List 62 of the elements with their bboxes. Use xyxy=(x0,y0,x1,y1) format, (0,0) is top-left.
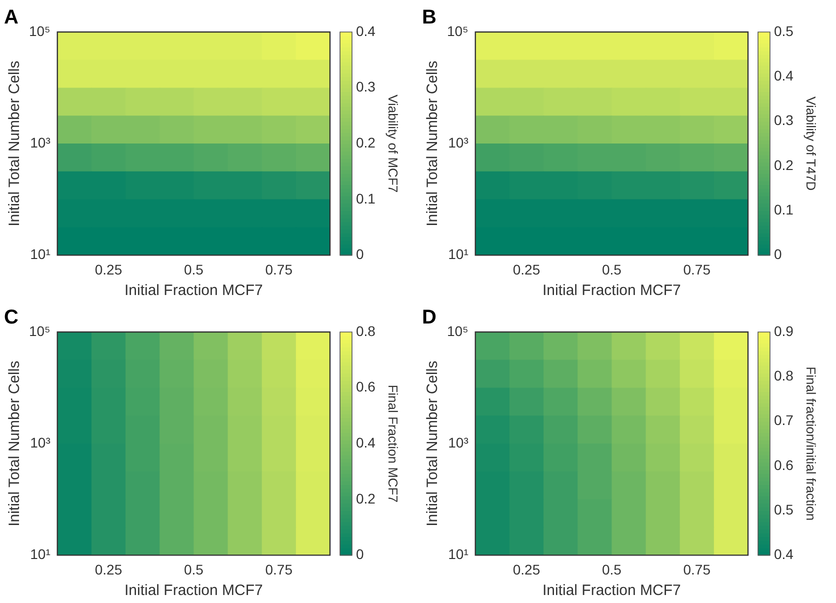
color-bar-label: 0.8 xyxy=(356,322,376,339)
color-bar-label: 0.6 xyxy=(774,456,794,473)
color-bar-label: 0.4 xyxy=(774,546,794,562)
color-bar-title: Viability of MCF7 xyxy=(385,94,400,193)
color-bar-label: 0.6 xyxy=(356,378,376,395)
color-bar-label: 0.2 xyxy=(356,490,376,506)
x-tick-label: 0.25 xyxy=(94,261,122,278)
x-tick-label: 0.25 xyxy=(94,561,122,578)
x-axis-title: Initial Fraction MCF7 xyxy=(542,582,681,600)
x-tick-label: 0.75 xyxy=(683,261,711,278)
color-bar-label: 0.7 xyxy=(774,412,794,428)
x-tick-label: 0.75 xyxy=(265,561,293,578)
color-bar-title: Viability of T47D xyxy=(803,96,818,191)
y-tick-label: 10⁵ xyxy=(446,22,468,39)
y-tick-label: 10⁵ xyxy=(28,22,50,39)
x-tick-label: 0.25 xyxy=(512,561,540,578)
y-tick-label: 10¹ xyxy=(30,546,51,562)
color-bar-label: 0.9 xyxy=(774,322,794,339)
color-bar-title: Final fraction/initial fraction xyxy=(803,366,818,521)
x-tick-label: 0.75 xyxy=(683,561,711,578)
y-tick-label: 10³ xyxy=(30,434,51,450)
x-tick-label: 0.25 xyxy=(512,261,540,278)
color-bar-label: 0.4 xyxy=(356,434,376,450)
y-tick-label: 10¹ xyxy=(448,246,469,262)
y-axis-title: Initial Total Number Cells xyxy=(424,60,442,226)
color-bar-label: 0.5 xyxy=(774,501,794,518)
x-axis-title: Initial Fraction MCF7 xyxy=(124,582,263,600)
chart-title: A xyxy=(4,6,18,29)
color-bar-label: 0 xyxy=(774,246,782,262)
color-bar-label: 0.1 xyxy=(774,201,794,218)
x-tick-label: 0.75 xyxy=(265,261,293,278)
x-tick-label: 0.5 xyxy=(184,261,204,278)
x-axis-title: Initial Fraction MCF7 xyxy=(542,282,681,300)
y-tick-label: 10⁵ xyxy=(446,322,468,339)
color-bar-label: 0.2 xyxy=(356,134,376,150)
y-axis-title: Initial Total Number Cells xyxy=(424,360,442,526)
y-tick-label: 10¹ xyxy=(448,546,469,562)
color-bar-label: 0.4 xyxy=(356,22,376,39)
color-bar-label: 0.8 xyxy=(774,368,794,384)
x-tick-label: 0.5 xyxy=(184,561,204,578)
color-bar-label: 0.2 xyxy=(774,156,794,173)
chart-title: B xyxy=(422,6,436,29)
color-bar-label: 0 xyxy=(356,546,364,562)
y-tick-label: 10⁵ xyxy=(28,322,50,339)
y-tick-label: 10³ xyxy=(448,134,469,150)
color-bar-label: 0.3 xyxy=(356,78,376,95)
chart-title: C xyxy=(4,306,18,329)
x-axis-title: Initial Fraction MCF7 xyxy=(124,282,263,300)
y-tick-label: 10³ xyxy=(30,134,51,150)
color-bar-label: 0.4 xyxy=(774,68,794,84)
chart-title: D xyxy=(422,306,436,329)
y-axis-title: Initial Total Number Cells xyxy=(6,60,24,226)
color-bar-label: 0.1 xyxy=(356,190,376,206)
y-axis-title: Initial Total Number Cells xyxy=(6,360,24,526)
color-bar-label: 0.5 xyxy=(774,22,794,39)
y-tick-label: 10³ xyxy=(448,434,469,450)
color-bar-title: Final Fraction MCF7 xyxy=(385,384,400,502)
x-tick-label: 0.5 xyxy=(602,561,622,578)
x-tick-label: 0.5 xyxy=(602,261,622,278)
color-bar-label: 0.3 xyxy=(774,112,794,128)
color-bar-label: 0 xyxy=(356,246,364,262)
y-tick-label: 10¹ xyxy=(30,246,51,262)
